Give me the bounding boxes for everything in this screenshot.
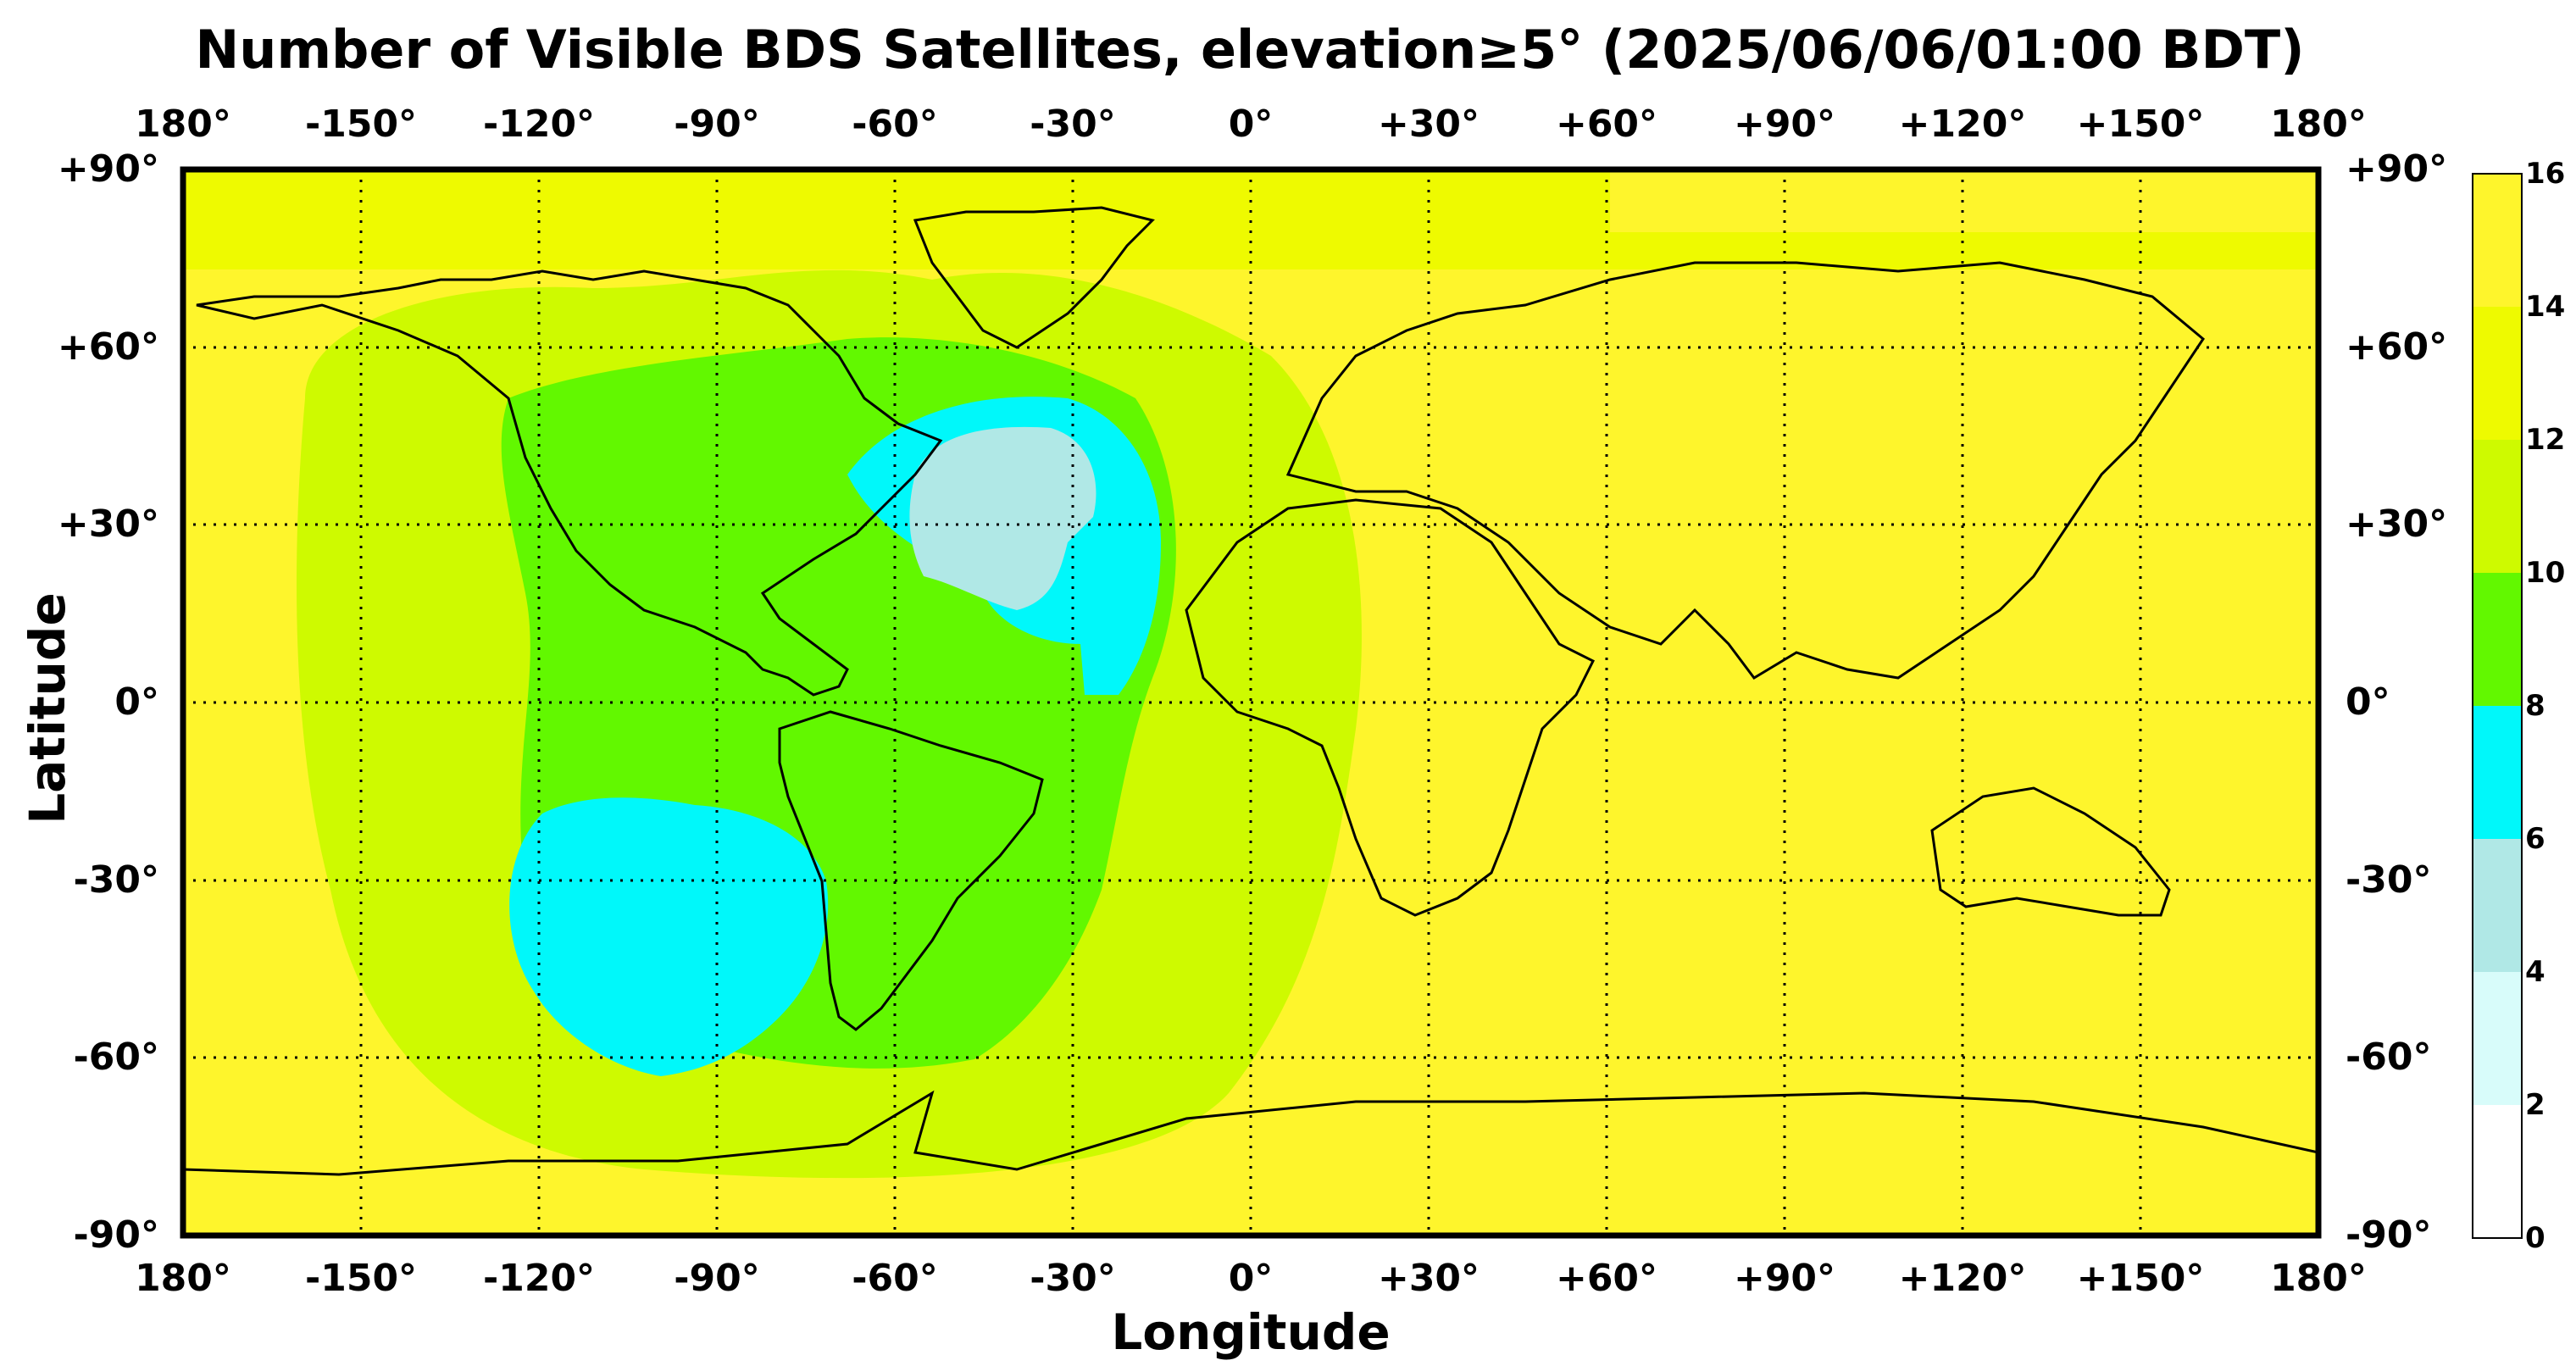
coastlines (183, 206, 2318, 1176)
lon-tick-top: 0° (1228, 103, 1274, 146)
lon-tick-top: +150° (2076, 103, 2205, 146)
lat-tick-left: +30° (57, 503, 159, 546)
lon-tick-top: -90° (674, 103, 760, 146)
lon-tick-bottom: -60° (852, 1257, 938, 1300)
colorbar-swatch-6-8 (2473, 706, 2522, 839)
colorbar-frame (2472, 173, 2523, 1239)
colorbar-tick: 2 (2525, 1088, 2545, 1122)
lat-tick-left: +90° (57, 147, 159, 191)
colorbar-tick: 14 (2525, 290, 2566, 324)
lat-tick-left: -90° (73, 1213, 160, 1257)
lat-tick-right: +30° (2346, 503, 2448, 546)
lon-tick-bottom: -150° (304, 1257, 418, 1300)
plot-frame (180, 166, 2322, 1239)
colorbar-tick: 16 (2525, 157, 2566, 191)
lat-tick-right: 0° (2346, 680, 2390, 724)
lat-tick-left: +60° (57, 325, 159, 369)
lat-tick-left: -30° (73, 858, 160, 902)
lon-tick-bottom: +150° (2076, 1257, 2205, 1300)
north-america-coast (196, 269, 943, 697)
colorbar-swatch-10-12 (2473, 440, 2522, 573)
lon-tick-top: -120° (482, 103, 596, 146)
colorbar-swatch-12-14 (2473, 307, 2522, 440)
lon-tick-bottom: 180° (135, 1257, 231, 1300)
colorbar-swatch-8-10 (2473, 573, 2522, 706)
lon-tick-bottom: 0° (1228, 1257, 1274, 1300)
colorbar-swatch-14-16 (2473, 174, 2522, 307)
lat-tick-right: +90° (2346, 147, 2448, 191)
colorbar-tick: 8 (2525, 689, 2545, 723)
lon-tick-top: -30° (1030, 103, 1116, 146)
africa-coast (1185, 498, 1596, 917)
south-america-coast (778, 710, 1044, 1031)
lon-tick-bottom: +90° (1733, 1257, 1836, 1300)
field-level-4-6-north-atlantic (909, 426, 1096, 610)
lat-tick-right: -90° (2346, 1213, 2432, 1257)
lon-tick-top: 180° (2270, 103, 2367, 146)
lat-tick-right: -60° (2346, 1036, 2432, 1079)
lat-tick-left: 0° (114, 680, 159, 724)
greenland-coast (913, 206, 1155, 349)
lon-tick-bottom: +30° (1377, 1257, 1480, 1300)
lon-tick-bottom: -30° (1030, 1257, 1116, 1300)
eurasia-coast (1285, 261, 2205, 680)
colorbar-swatch-0-2 (2473, 1105, 2522, 1238)
chart-title: Number of Visible BDS Satellites, elevat… (195, 19, 2305, 81)
lon-tick-bottom: -120° (482, 1257, 596, 1300)
field-arctic-east (1610, 169, 2318, 232)
lon-tick-top: +30° (1377, 103, 1480, 146)
colorbar-tick: 6 (2525, 822, 2545, 856)
lat-tick-right: -30° (2346, 858, 2432, 902)
field-level-6-8-south-pacific (509, 797, 829, 1076)
lon-tick-bottom: -90° (674, 1257, 760, 1300)
lon-tick-bottom: 180° (2270, 1257, 2367, 1300)
lon-tick-top: +120° (1898, 103, 2027, 146)
lon-tick-bottom: +60° (1555, 1257, 1658, 1300)
lon-tick-top: -60° (852, 103, 938, 146)
lon-tick-top: +90° (1733, 103, 1836, 146)
lon-tick-top: +60° (1555, 103, 1658, 146)
x-axis-label: Longitude (1111, 1303, 1391, 1361)
lon-tick-bottom: +120° (1898, 1257, 2027, 1300)
lon-tick-top: 180° (135, 103, 231, 146)
antarctica-coast (183, 1090, 2318, 1176)
colorbar-tick: 4 (2525, 955, 2545, 989)
colorbar-tick: 10 (2525, 556, 2566, 590)
australia-coast (1930, 786, 2171, 917)
colorbar-tick: 12 (2525, 423, 2566, 457)
lat-tick-right: +60° (2346, 325, 2448, 369)
colorbar-swatch-2-4 (2473, 972, 2522, 1105)
colorbar-tick: 0 (2525, 1221, 2545, 1255)
colorbar-swatch-4-6 (2473, 839, 2522, 972)
lat-tick-left: -60° (73, 1036, 160, 1079)
graticule (183, 169, 2318, 1236)
colorbar (2472, 173, 2523, 1239)
lon-tick-top: -150° (304, 103, 418, 146)
